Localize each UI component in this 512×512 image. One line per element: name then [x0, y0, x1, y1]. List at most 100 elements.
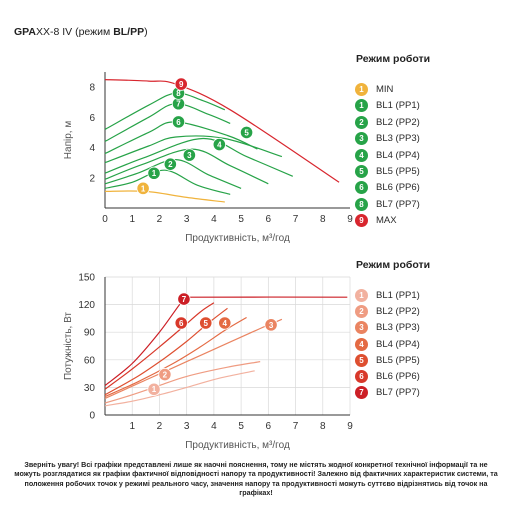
- series-marker-label: 6: [176, 118, 181, 127]
- series-marker: [174, 316, 188, 330]
- series-marker-label: 7: [182, 295, 187, 304]
- legend-badge: 1: [355, 99, 368, 113]
- legend-top-title: Режим роботи: [356, 53, 431, 65]
- series-marker-label: 4: [223, 319, 228, 328]
- legend-item: 2 BL2 (PP2): [355, 115, 420, 130]
- series-marker-label: 8: [176, 89, 181, 98]
- series-marker: [239, 125, 254, 140]
- title-mode: BL/PP: [113, 26, 145, 38]
- series-marker: [218, 316, 232, 330]
- legend-badge: 2: [355, 305, 368, 319]
- series-marker-label: 6: [179, 319, 184, 328]
- x-tick-label: 5: [238, 421, 244, 432]
- legend-item: 7 BL7 (PP7): [355, 385, 420, 400]
- legend-label: BL3 (PP3): [376, 133, 420, 145]
- series-line: [104, 158, 242, 189]
- legend-badge: 1: [355, 289, 368, 302]
- series-line: [104, 135, 283, 164]
- chart-title: GPAXX-8 IV (режим BL/PP): [14, 26, 148, 38]
- series-line: [104, 79, 340, 183]
- x-tick-label: 7: [293, 421, 299, 432]
- legend-label: BL6 (PP6): [376, 182, 420, 194]
- legend-badge: 6: [355, 370, 368, 383]
- series-marker-label: 5: [244, 128, 249, 137]
- legend-badge: 2: [355, 115, 368, 129]
- x-tick-label: 8: [320, 421, 326, 432]
- x-tick-label: 1: [129, 421, 135, 432]
- y-tick-label: 8: [89, 83, 95, 94]
- series-marker-label: 2: [163, 371, 168, 380]
- legend-badge: 7: [355, 386, 368, 400]
- x-tick-label: 9: [347, 421, 353, 432]
- legend-badge: 4: [355, 148, 368, 162]
- legend-label: BL2 (PP2): [376, 116, 420, 128]
- series-marker: [174, 77, 188, 91]
- y-axis-title: Напір, м: [63, 121, 74, 160]
- legend-badge: 5: [355, 165, 368, 178]
- x-tick-label: 7: [293, 214, 299, 225]
- legend-badge: 6: [355, 181, 368, 195]
- series-marker: [147, 382, 161, 396]
- legend-item: 5 BL5 (PP5): [355, 164, 420, 179]
- y-tick-label: 4: [89, 143, 95, 154]
- x-tick-label: 6: [266, 421, 272, 432]
- x-tick-label: 0: [102, 214, 108, 225]
- legend-item: 4 BL4 (PP4): [355, 337, 420, 352]
- series-marker: [158, 367, 172, 382]
- legend-item: 5 BL5 (PP5): [355, 353, 420, 368]
- legend-item: 1 BL1 (PP1): [355, 98, 420, 113]
- legend-badge: 5: [355, 353, 368, 367]
- y-tick-label: 6: [89, 113, 95, 124]
- x-tick-label: 4: [211, 214, 217, 225]
- x-tick-label: 5: [238, 214, 244, 225]
- series-line: [104, 137, 294, 177]
- x-axis-title: Продуктивність, м³/год: [185, 233, 290, 244]
- legend-item: 4 BL4 (PP4): [355, 148, 420, 163]
- legend-badge: 3: [355, 132, 368, 146]
- x-tick-label: 3: [184, 421, 190, 432]
- series-marker: [199, 316, 213, 330]
- series-marker-label: 2: [168, 160, 173, 169]
- series-marker-label: 4: [217, 141, 222, 150]
- series-line: [104, 370, 255, 407]
- y-axis-title: Потужність, Вт: [63, 312, 74, 380]
- series-marker-label: 7: [176, 100, 181, 109]
- legend-label: BL7 (PP7): [376, 198, 420, 210]
- legend-badge: 3: [355, 321, 368, 335]
- series-line: [104, 302, 215, 390]
- series-line: [104, 169, 231, 195]
- legend-label: BL1 (PP1): [376, 290, 420, 301]
- title-close: ): [144, 26, 148, 38]
- x-tick-label: 2: [157, 214, 163, 225]
- legend-label: BL4 (PP4): [376, 149, 420, 161]
- y-tick-label: 2: [89, 173, 95, 184]
- legend-item: 1 BL1 (PP1): [355, 288, 420, 303]
- legend-item: 8 BL7 (PP7): [355, 197, 420, 212]
- series-marker-label: 3: [187, 151, 192, 160]
- legend-badge: 4: [355, 337, 368, 351]
- x-tick-label: 2: [157, 421, 163, 432]
- x-tick-label: 6: [266, 214, 272, 225]
- series-marker: [177, 292, 191, 306]
- y-tick-label: 90: [84, 328, 96, 339]
- legend-label: MIN: [376, 84, 394, 95]
- legend-label: BL2 (PP2): [376, 306, 420, 318]
- y-tick-label: 150: [78, 273, 95, 284]
- x-tick-label: 9: [347, 214, 353, 225]
- legend-label: BL6 (PP6): [376, 371, 420, 382]
- series-marker-label: 9: [179, 80, 184, 89]
- legend-item: 9 MAX: [355, 213, 397, 228]
- y-tick-label: 60: [84, 355, 96, 366]
- legend-label: BL5 (PP5): [376, 166, 420, 177]
- series-marker-label: 1: [152, 385, 157, 394]
- series-marker: [182, 148, 196, 162]
- y-tick-label: 120: [78, 300, 95, 311]
- legend-item: 6 BL6 (PP6): [355, 180, 420, 195]
- series-marker: [264, 318, 278, 332]
- title-mode-prefix: (режим: [75, 26, 114, 38]
- legend-item: 3 BL3 (PP3): [355, 320, 420, 335]
- legend-item: 1 MIN: [355, 82, 393, 97]
- legend-item: 3 BL3 (PP3): [355, 131, 420, 146]
- series-marker-label: 1: [141, 184, 146, 193]
